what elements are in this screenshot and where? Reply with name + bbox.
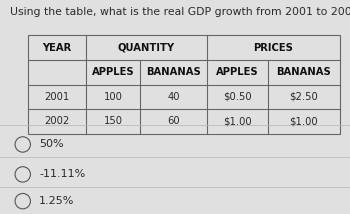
Text: QUANTITY: QUANTITY <box>118 43 175 53</box>
Text: $1.00: $1.00 <box>223 116 252 126</box>
Text: 150: 150 <box>103 116 122 126</box>
Text: APPLES: APPLES <box>216 67 259 77</box>
Text: YEAR: YEAR <box>42 43 71 53</box>
Text: $2.50: $2.50 <box>289 92 318 102</box>
Text: $0.50: $0.50 <box>223 92 252 102</box>
Text: 100: 100 <box>104 92 122 102</box>
Text: Using the table, what is the real GDP growth from 2001 to 2002?: Using the table, what is the real GDP gr… <box>10 7 350 18</box>
Text: 60: 60 <box>167 116 180 126</box>
Text: 2001: 2001 <box>44 92 69 102</box>
Text: -11.11%: -11.11% <box>39 169 85 179</box>
Text: 40: 40 <box>167 92 180 102</box>
Text: BANANAS: BANANAS <box>276 67 331 77</box>
Text: 50%: 50% <box>39 140 64 149</box>
Text: 1.25%: 1.25% <box>39 196 75 206</box>
Text: $1.00: $1.00 <box>289 116 318 126</box>
Text: BANANAS: BANANAS <box>146 67 201 77</box>
Text: 2002: 2002 <box>44 116 69 126</box>
Text: PRICES: PRICES <box>253 43 293 53</box>
Text: APPLES: APPLES <box>92 67 134 77</box>
